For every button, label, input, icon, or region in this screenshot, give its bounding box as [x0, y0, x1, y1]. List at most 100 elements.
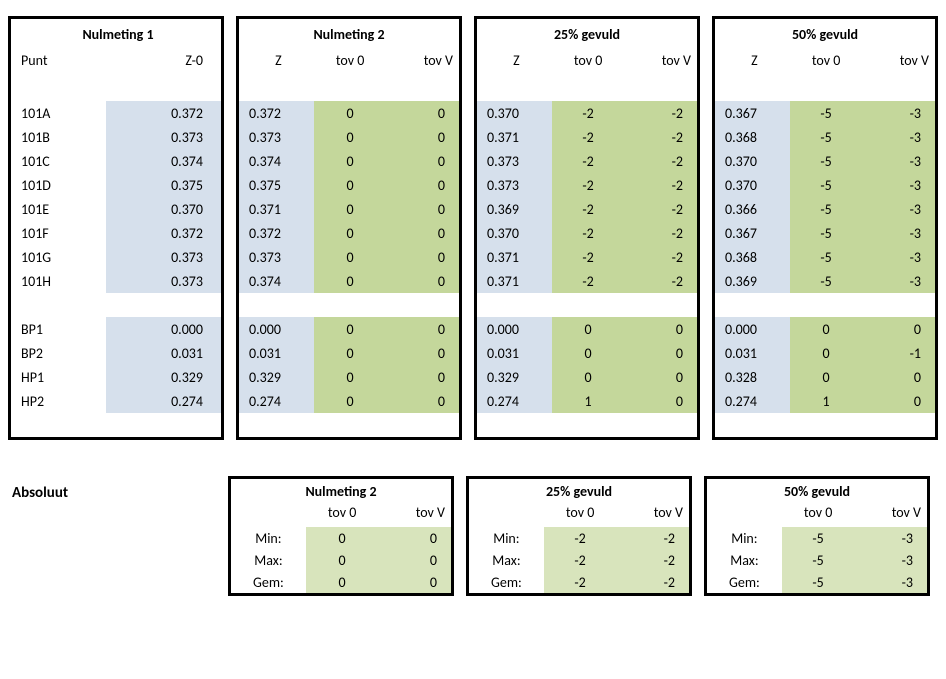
stat-row: Max: -5 -3: [707, 549, 927, 571]
z-value: 0.000: [477, 317, 552, 341]
col-tovV: tov V: [616, 502, 689, 527]
tov0-value: 0: [552, 341, 625, 365]
tov0-value: 0: [314, 197, 387, 221]
tovV-value: 0: [378, 571, 451, 593]
z0-value: 0.374: [106, 149, 221, 173]
tov0-value: -5: [790, 245, 863, 269]
col-tov0: tov 0: [544, 502, 617, 527]
tovV-value: -3: [862, 245, 935, 269]
tov0-value: -2: [544, 571, 617, 593]
tov0-value: -5: [782, 527, 855, 549]
tovV-value: -2: [624, 173, 697, 197]
tovV-value: 0: [386, 197, 459, 221]
tovV-value: 0: [386, 245, 459, 269]
z-value: 0.274: [715, 389, 790, 413]
table-row: 101G0.373: [11, 245, 221, 269]
z-value: 0.366: [715, 197, 790, 221]
point-id: HP1: [11, 365, 106, 389]
tov0-value: 0: [314, 125, 387, 149]
table-row: 0.366 -5 -3: [715, 197, 935, 221]
tov0-value: -5: [782, 571, 855, 593]
table-row: 0.373 -2 -2: [477, 173, 697, 197]
stat-label: Max:: [469, 549, 544, 571]
table-row: 0.371 0 0: [239, 197, 459, 221]
col-z: Z: [477, 47, 552, 77]
col-tovV: tov V: [624, 47, 697, 77]
tovV-value: -3: [854, 527, 927, 549]
table-row: 101C0.374: [11, 149, 221, 173]
panel-title: 25% gevuld: [469, 479, 689, 502]
tovV-value: -3: [862, 101, 935, 125]
bottom-row: Absoluut Nulmeting 2 tov 0 tov V Min: 0 …: [8, 476, 930, 596]
table-row: 0.370 -5 -3: [715, 149, 935, 173]
table-row: 0.274 1 0: [715, 389, 935, 413]
stat-label: Gem:: [707, 571, 782, 593]
tov0-value: 0: [306, 549, 379, 571]
table-row: 0.367 -5 -3: [715, 221, 935, 245]
table-row: HP20.274: [11, 389, 221, 413]
tovV-value: 0: [386, 173, 459, 197]
tovV-value: 0: [386, 101, 459, 125]
tovV-value: 0: [386, 317, 459, 341]
tov0-value: 0: [314, 341, 387, 365]
panel-title: 50% gevuld: [715, 19, 935, 47]
z-value: 0.031: [239, 341, 314, 365]
table-row: 0.373 -2 -2: [477, 149, 697, 173]
z-value: 0.371: [477, 125, 552, 149]
tov0-value: -5: [790, 221, 863, 245]
point-id: 101G: [11, 245, 106, 269]
tovV-value: 0: [862, 389, 935, 413]
table-row: 0.372 0 0: [239, 101, 459, 125]
tov0-value: -5: [790, 269, 863, 293]
stat-label: Max:: [707, 549, 782, 571]
tovV-value: -2: [624, 101, 697, 125]
z0-value: 0.274: [106, 389, 221, 413]
tov0-value: 0: [314, 389, 387, 413]
table-row: 0.000 0 0: [239, 317, 459, 341]
tov0-value: -2: [552, 245, 625, 269]
col-z: Z: [239, 47, 314, 77]
tov0-value: -2: [544, 527, 617, 549]
tovV-value: -3: [862, 149, 935, 173]
z-value: 0.371: [239, 197, 314, 221]
tov0-value: 0: [552, 317, 625, 341]
tov0-value: -5: [790, 197, 863, 221]
panel-title: 50% gevuld: [707, 479, 927, 502]
tovV-value: -2: [624, 149, 697, 173]
tovV-value: -2: [616, 549, 689, 571]
col-tov0: tov 0: [790, 47, 863, 77]
tovV-value: 0: [624, 389, 697, 413]
tovV-value: -2: [616, 571, 689, 593]
tov0-value: -2: [544, 549, 617, 571]
tov0-value: 1: [552, 389, 625, 413]
z-value: 0.031: [477, 341, 552, 365]
z-value: 0.369: [477, 197, 552, 221]
stat-row: Max: 0 0: [231, 549, 451, 571]
panel-title: Nulmeting 2: [231, 479, 451, 502]
tov0-value: -5: [782, 549, 855, 571]
z-value: 0.370: [715, 173, 790, 197]
tov0-value: -5: [790, 101, 863, 125]
col-tov0: tov 0: [306, 502, 379, 527]
tovV-value: 0: [386, 125, 459, 149]
z0-value: 0.370: [106, 197, 221, 221]
tovV-value: -2: [624, 245, 697, 269]
point-id: BP1: [11, 317, 106, 341]
stat-label: Min:: [707, 527, 782, 549]
tovV-value: 0: [624, 341, 697, 365]
z-value: 0.370: [477, 221, 552, 245]
tovV-value: -2: [616, 527, 689, 549]
tovV-value: 0: [386, 149, 459, 173]
tov0-value: 0: [314, 173, 387, 197]
col-tovV: tov V: [386, 47, 459, 77]
tov0-value: -5: [790, 149, 863, 173]
tov0-value: 0: [552, 365, 625, 389]
tov0-value: 0: [314, 101, 387, 125]
tov0-value: -2: [552, 197, 625, 221]
point-id: 101A: [11, 101, 106, 125]
stat-label: Gem:: [231, 571, 306, 593]
table-row: 0.000 0 0: [715, 317, 935, 341]
tov0-value: -5: [790, 173, 863, 197]
table-row: 0.370 -2 -2: [477, 101, 697, 125]
z-value: 0.274: [239, 389, 314, 413]
